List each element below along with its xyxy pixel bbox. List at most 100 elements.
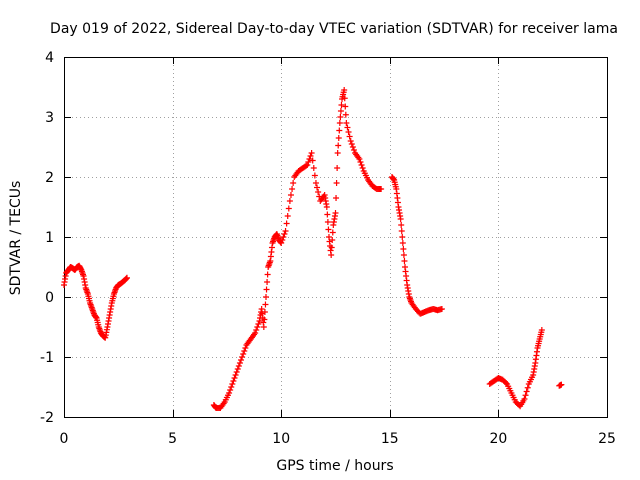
data-point	[558, 381, 565, 388]
data-point	[397, 216, 404, 222]
data-point	[503, 379, 510, 386]
data-point	[232, 372, 239, 378]
data-point	[356, 156, 363, 162]
data-point	[228, 384, 235, 390]
y-tick-labels: -2 -1 0 1 2 3 4	[40, 50, 54, 426]
data-point	[253, 327, 260, 333]
x-tick-label: 5	[168, 431, 177, 447]
data-point	[289, 186, 296, 192]
segment-4	[486, 327, 545, 410]
data-point	[337, 114, 344, 120]
data-point	[309, 157, 316, 164]
data-point	[332, 210, 339, 216]
data-point	[401, 258, 408, 264]
data-point	[308, 150, 315, 156]
x-tick-label: 25	[598, 431, 616, 447]
data-point	[310, 165, 317, 171]
data-point	[233, 369, 240, 375]
data-point	[343, 120, 350, 126]
data-point	[334, 150, 341, 156]
data-point	[123, 274, 130, 281]
data-point	[333, 195, 340, 201]
data-point	[346, 133, 353, 140]
data-point	[278, 240, 285, 246]
data-point	[329, 229, 336, 236]
data-point	[263, 286, 270, 293]
data-point	[280, 234, 287, 240]
data-point	[349, 144, 356, 150]
data-point	[303, 162, 310, 169]
data-point	[521, 396, 528, 402]
data-point	[241, 348, 248, 354]
data-point	[234, 366, 241, 372]
data-point	[328, 244, 335, 251]
data-point	[524, 384, 531, 391]
x-tick-label: 10	[272, 431, 290, 447]
data-point	[282, 228, 289, 234]
data-point	[398, 222, 405, 228]
data-point	[290, 180, 297, 186]
data-point	[307, 153, 314, 159]
data-point	[342, 103, 349, 110]
data-point	[230, 378, 237, 384]
data-point	[306, 156, 313, 162]
gridlines	[64, 57, 607, 417]
data-point	[400, 252, 407, 258]
data-point	[341, 95, 348, 102]
y-tick-label: 0	[45, 290, 54, 306]
data-point	[284, 213, 291, 219]
x-tick-labels: 0 5 10 15 20 25	[60, 431, 616, 447]
data-point	[311, 172, 318, 179]
data-point	[350, 147, 357, 153]
data-point	[261, 316, 268, 323]
x-tick-label: 20	[489, 431, 507, 447]
data-point	[358, 162, 365, 168]
data-point	[260, 324, 267, 330]
y-tick-label: 4	[45, 50, 54, 66]
y-axis-label: SDTVAR / TECUs	[8, 181, 24, 296]
data-point	[399, 234, 406, 240]
y-tick-label: 1	[45, 230, 54, 246]
data-point	[378, 186, 385, 192]
data-point	[242, 345, 249, 351]
data-point	[312, 180, 319, 186]
x-tick-label: 0	[60, 431, 69, 447]
segment-1	[61, 262, 130, 341]
data-point	[399, 240, 406, 246]
data-point	[334, 165, 341, 171]
segment-3	[388, 174, 445, 317]
data-point	[264, 279, 271, 285]
data-point	[281, 231, 288, 237]
axis-ticks	[64, 57, 608, 418]
data-point	[255, 321, 262, 327]
data-point	[335, 142, 342, 149]
segment-2	[210, 87, 385, 411]
chart-title: Day 019 of 2022, Sidereal Day-to-day VTE…	[50, 21, 618, 37]
data-point	[345, 129, 352, 135]
data-point	[236, 360, 243, 366]
data-point	[231, 375, 238, 381]
data-point	[264, 271, 271, 278]
y-tick-label: 2	[45, 170, 54, 186]
data-point	[240, 351, 247, 357]
data-point	[338, 102, 345, 108]
data-point	[305, 159, 312, 165]
data-point	[341, 87, 348, 93]
data-point	[254, 324, 261, 330]
data-point	[229, 381, 236, 387]
data-point	[324, 219, 331, 225]
data-point	[285, 205, 292, 212]
x-axis-label: GPS time / hours	[276, 458, 393, 474]
data-point	[522, 392, 529, 399]
data-point	[235, 363, 242, 369]
data-point	[323, 204, 330, 210]
data-point	[304, 162, 311, 168]
y-tick-label: -1	[40, 350, 54, 366]
data-point	[239, 354, 246, 360]
data-point	[538, 327, 545, 333]
data-point	[226, 390, 233, 396]
data-point	[238, 357, 245, 363]
segment-5	[556, 381, 565, 389]
data-point	[329, 237, 336, 243]
